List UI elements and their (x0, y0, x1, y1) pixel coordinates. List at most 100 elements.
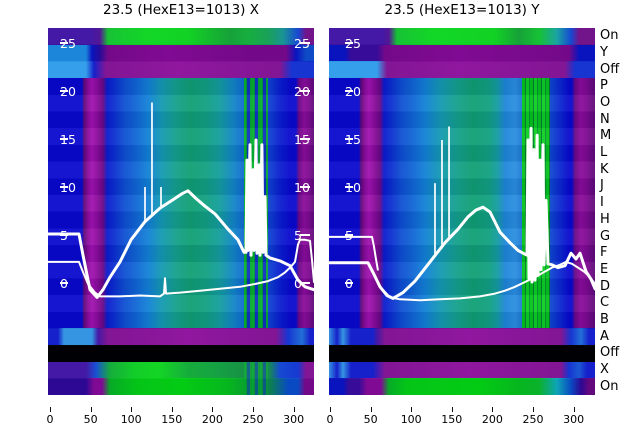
x-tick-label: 250 (242, 413, 264, 426)
x-tick-label: 150 (441, 413, 463, 426)
row-label-x-20: X (600, 361, 609, 377)
row-label-d-15: D (600, 278, 611, 294)
heatmap-body (48, 78, 314, 329)
row-label-e-14: E (600, 261, 609, 277)
row-label-off-2: Off (600, 61, 620, 77)
row-label-off-19: Off (600, 345, 620, 361)
row-texture (329, 28, 595, 395)
row-texture (48, 28, 314, 395)
row-label-y-1: Y (600, 45, 608, 61)
row-label-p-3: P (600, 78, 608, 94)
x-tick-mark (330, 407, 331, 412)
heatmap-body (329, 78, 595, 329)
row-y (48, 45, 314, 62)
overlay-tick-left: 25 (60, 36, 314, 51)
row-y (329, 45, 595, 62)
x-axis-left-panel: 0 50 100 150 200 250 300 (46, 395, 314, 435)
overlay-tick-left: 0 (60, 276, 314, 291)
x-tick-label: 100 (400, 413, 422, 426)
x-tick-label: 300 (283, 413, 305, 426)
curve-envelope (48, 138, 314, 299)
overlay-tick-right: 5 (294, 228, 314, 243)
x-tick-mark (533, 407, 534, 412)
x-tick-label: 100 (120, 413, 142, 426)
overlay-tick-left: 5 (60, 228, 314, 243)
overlay-tick-left: 25 (345, 36, 595, 51)
x-tick-mark (131, 407, 133, 412)
row-on-bottom (329, 378, 595, 395)
overlay-tick-right: 25 (294, 36, 314, 51)
x-tick-mark (50, 407, 51, 412)
x-tick-label: 250 (522, 413, 544, 426)
panel-x-title: 23.5 (HexE13=1013) X (102, 2, 259, 18)
row-label-b-17: B (600, 311, 609, 327)
overlay-tick-right: 10 (294, 180, 314, 195)
row-label-i-10: I (600, 195, 604, 211)
overlay-tick-right: 20 (294, 84, 314, 99)
row-label-n-5: N (600, 111, 610, 127)
row-label-on-0: On (600, 28, 619, 44)
overlay-tick-left: 20 (60, 84, 314, 99)
curve-baseline (48, 238, 314, 298)
x-tick-mark (451, 407, 453, 412)
curve-baseline (379, 260, 595, 302)
overlay-tick-right: 0 (294, 276, 314, 291)
curve-overlay-y (329, 126, 595, 302)
x-tick-mark (212, 407, 214, 412)
curve-overlay-x (48, 102, 314, 299)
row-off-top (48, 61, 314, 79)
green-stripe-band-bottom (244, 361, 268, 395)
row-label-on-21: On (600, 378, 619, 394)
x-tick-label: 0 (46, 413, 54, 426)
row-label-m-6: M (600, 128, 612, 144)
row-x (329, 361, 595, 379)
row-on-top (329, 28, 595, 45)
x-tick-mark (411, 407, 413, 412)
overlay-tick-left: 10 (60, 180, 314, 195)
curve-envelope (329, 126, 595, 300)
x-tick-label: 300 (563, 413, 585, 426)
overlay-tick-right: 15 (294, 132, 314, 147)
row-label-l-7: L (600, 145, 608, 161)
row-label-a-18: A (600, 328, 609, 344)
heatmap-panel-x: 25252020151510105500 (48, 28, 314, 395)
x-axis-right-panel: 0 50 100 150 200 250 300 (326, 395, 595, 435)
overlay-tick-left: 5 (345, 228, 595, 243)
row-label-h-11: H (600, 211, 610, 227)
x-tick-label: 200 (201, 413, 223, 426)
row-label-c-16: C (600, 295, 610, 311)
x-tick-mark (573, 407, 575, 412)
row-a (329, 328, 595, 345)
x-tick-label: 50 (363, 413, 378, 426)
row-label-g-12: G (600, 228, 611, 244)
row-label-j-9: J (600, 178, 604, 194)
heatmap-panel-y: 25 20 15 10 5 0 (329, 28, 595, 395)
row-label-k-8: K (600, 161, 609, 177)
x-tick-mark (370, 407, 372, 412)
row-off-top (329, 61, 595, 79)
row-on-top (48, 28, 314, 45)
x-tick-mark (293, 407, 295, 412)
panel-y-title: 23.5 (HexE13=1013) Y (384, 2, 540, 18)
curve-upper-flat (329, 235, 379, 271)
overlay-tick-left: 15 (345, 132, 595, 147)
x-tick-label: 50 (83, 413, 98, 426)
row-a (48, 328, 314, 345)
overlay-tick-left: 15 (60, 132, 314, 147)
x-tick-mark (253, 407, 254, 412)
row-label-o-4: O (600, 95, 611, 111)
overlay-tick-left: 0 (345, 276, 595, 291)
row-off-black (329, 345, 595, 362)
row-off-black (48, 345, 314, 362)
overlay-tick-left: 10 (345, 180, 595, 195)
x-tick-label: 150 (161, 413, 183, 426)
x-tick-mark (90, 407, 92, 412)
x-tick-mark (171, 407, 173, 412)
x-tick-mark (492, 407, 494, 412)
x-tick-label: 0 (326, 413, 334, 426)
row-labels-right: On Y Off P O N M L K J I H G F E D C B A Off X On (600, 0, 640, 440)
x-tick-label: 200 (481, 413, 503, 426)
row-label-f-13: F (600, 245, 608, 261)
